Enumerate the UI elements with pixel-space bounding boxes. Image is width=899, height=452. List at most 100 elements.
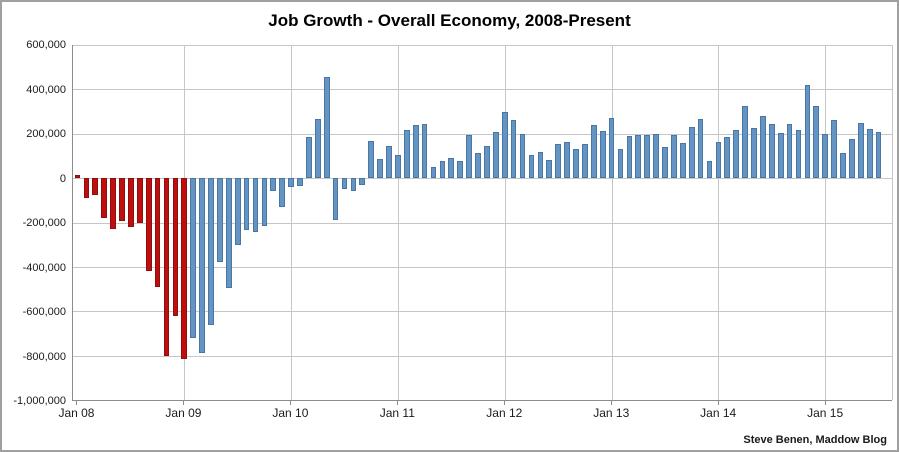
bar-jan-2015 (822, 133, 829, 179)
x-axis-tick (718, 401, 720, 405)
plot-area (72, 45, 893, 401)
bar-aug-2014 (777, 132, 784, 179)
y-tick-label: -800,000 (22, 350, 66, 363)
bar-aug-2013 (671, 135, 677, 179)
y-tick-label: 400,000 (26, 83, 66, 96)
bar-jun-2009 (225, 178, 232, 288)
x-axis-tick (183, 401, 185, 405)
bar-nov-2012 (590, 124, 597, 179)
bar-feb-2015 (831, 119, 837, 179)
bar-jan-2008 (74, 174, 81, 179)
bar-mar-2015 (840, 153, 846, 179)
bar-feb-2013 (617, 148, 624, 179)
bar-sep-2008 (145, 178, 152, 272)
bar-jun-2015 (866, 128, 873, 179)
bar-dec-2009 (279, 178, 286, 207)
gridline-horizontal (73, 355, 892, 357)
gridline-horizontal (73, 266, 892, 268)
bar-apr-2015 (849, 139, 855, 179)
y-tick-label: -200,000 (22, 217, 66, 229)
bar-feb-2014 (724, 137, 731, 179)
y-tick-label: -1,000,000 (13, 395, 66, 407)
bar-jun-2011 (439, 160, 446, 179)
bar-aug-2010 (350, 178, 357, 192)
bar-jul-2013 (662, 146, 668, 179)
y-tick-label: 200,000 (26, 128, 66, 140)
bar-jul-2015 (875, 131, 882, 179)
x-axis-tick (825, 401, 827, 405)
bar-may-2014 (751, 127, 757, 179)
bar-mar-2009 (199, 178, 205, 354)
gridline-horizontal (73, 178, 892, 180)
bar-aug-2012 (564, 142, 570, 179)
bar-dec-2012 (599, 131, 606, 179)
bar-jun-2013 (653, 134, 659, 179)
bar-may-2011 (430, 167, 437, 179)
bar-jun-2008 (119, 178, 125, 221)
bar-may-2013 (644, 135, 651, 179)
bar-mar-2011 (412, 124, 419, 179)
gridline-horizontal (73, 133, 892, 135)
gridline-horizontal (73, 222, 892, 224)
y-tick-label: -600,000 (22, 306, 66, 318)
gridline-vertical (611, 45, 613, 400)
bar-dec-2011 (493, 131, 499, 179)
bar-sep-2014 (786, 123, 793, 179)
gridline-vertical (825, 45, 827, 400)
bar-jan-2010 (288, 178, 294, 187)
bar-feb-2010 (297, 178, 303, 186)
attribution-credit: Steve Benen, Maddow Blog (743, 434, 887, 446)
x-tick-label: Jan 09 (165, 406, 202, 420)
bar-aug-2009 (243, 178, 250, 230)
bar-sep-2010 (359, 178, 366, 185)
bar-dec-2013 (706, 161, 713, 179)
bar-apr-2011 (421, 123, 428, 179)
bar-sep-2011 (466, 135, 472, 179)
gridline-vertical (291, 45, 293, 400)
bar-oct-2008 (154, 178, 161, 287)
x-axis-tick (397, 401, 399, 405)
bar-sep-2009 (252, 178, 259, 232)
bar-nov-2008 (163, 178, 170, 356)
bar-jul-2010 (341, 178, 348, 190)
bar-may-2009 (217, 178, 223, 263)
chart-title: Job Growth - Overall Economy, 2008-Prese… (268, 11, 631, 30)
x-tick-label: Jan 15 (807, 406, 844, 420)
bar-jan-2012 (501, 111, 508, 179)
x-tick-label: Jan 08 (58, 406, 95, 420)
bar-jul-2014 (768, 124, 775, 179)
bar-jul-2009 (234, 178, 241, 245)
bar-sep-2013 (679, 143, 686, 179)
x-axis-tick (504, 401, 506, 405)
bar-dec-2014 (813, 106, 820, 179)
bar-apr-2012 (528, 154, 535, 179)
bar-jul-2008 (128, 178, 134, 228)
bar-apr-2009 (208, 178, 214, 325)
y-tick-label: -400,000 (22, 261, 66, 274)
x-tick-label: Jan 10 (272, 406, 309, 420)
bar-jan-2013 (608, 117, 615, 179)
bar-nov-2010 (377, 158, 383, 179)
bar-may-2010 (323, 77, 330, 179)
x-axis-tick (611, 401, 613, 405)
bar-apr-2008 (101, 178, 107, 219)
gridline-horizontal (73, 311, 892, 313)
bar-jun-2012 (546, 159, 553, 179)
gridline-vertical (397, 45, 399, 400)
gridline-horizontal (73, 45, 892, 46)
bar-aug-2008 (136, 178, 143, 223)
bar-apr-2014 (742, 106, 748, 179)
bar-feb-2011 (403, 130, 410, 179)
bar-jan-2009 (181, 178, 188, 359)
bar-oct-2010 (368, 141, 375, 179)
bar-dec-2010 (386, 145, 392, 179)
bar-nov-2013 (697, 119, 704, 179)
bar-apr-2013 (635, 135, 642, 179)
bar-nov-2009 (270, 178, 277, 191)
gridline-vertical (718, 45, 720, 400)
bar-feb-2012 (510, 120, 517, 179)
y-axis: 600,000 400,000 200,000 0 -200,000 -400,000 -6… (2, 39, 72, 407)
bar-mar-2010 (306, 137, 312, 179)
bar-may-2008 (110, 178, 116, 230)
